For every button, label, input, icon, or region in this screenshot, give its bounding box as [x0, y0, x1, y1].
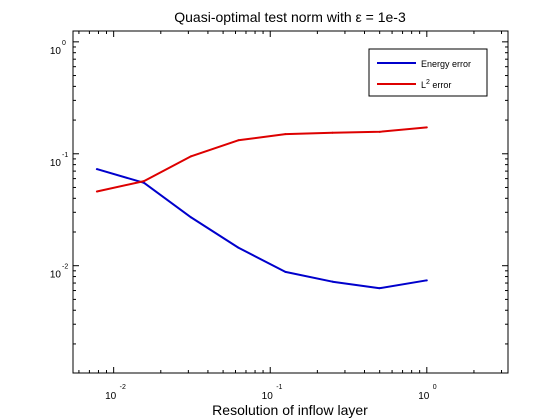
- legend-label-2: L2 error: [421, 79, 451, 90]
- series-1-point: [378, 287, 381, 290]
- series-1-point: [237, 246, 240, 249]
- x-tick-exponent: -1: [276, 384, 282, 391]
- legend-box: [368, 48, 488, 97]
- series-1-point: [425, 279, 428, 282]
- series-1-point: [284, 270, 287, 273]
- minor-ticks: [73, 31, 508, 373]
- series-2-point: [237, 139, 240, 142]
- x-tick-exponent: -2: [120, 384, 126, 391]
- x-tick-label: 10: [105, 391, 117, 402]
- y-tick-exponent: -2: [62, 264, 68, 271]
- series-1-point: [95, 168, 98, 171]
- series-2-point: [190, 155, 193, 158]
- y-tick-label: 10: [50, 158, 62, 169]
- x-tick-exponent: 0: [433, 384, 437, 391]
- chart-title: Quasi-optimal test norm with ε = 1e-3: [174, 9, 406, 25]
- x-tick-label: 10: [418, 391, 430, 402]
- series-2-point: [331, 131, 334, 134]
- y-tick-exponent: 0: [62, 40, 66, 47]
- series-1-point: [143, 181, 146, 184]
- y-tick-label: 10: [50, 46, 62, 57]
- series-2-point: [95, 190, 98, 193]
- series-2-point: [143, 180, 146, 183]
- series-1-point: [190, 216, 193, 219]
- y-tick-label: 10: [50, 270, 62, 281]
- series-line-1: [96, 168, 427, 290]
- legend-label-1: Energy error: [421, 59, 471, 69]
- series-layer: [95, 126, 428, 290]
- series-2-point: [284, 133, 287, 136]
- x-axis-label: Resolution of inflow layer: [212, 402, 368, 418]
- series-1-point: [331, 280, 334, 283]
- legend: Energy error L2 error: [368, 48, 488, 97]
- y-tick-exponent: -1: [62, 152, 68, 159]
- series-2-point: [425, 126, 428, 129]
- series-line-2: [96, 126, 427, 193]
- x-tick-label: 10: [262, 391, 274, 402]
- series-2-point: [378, 130, 381, 133]
